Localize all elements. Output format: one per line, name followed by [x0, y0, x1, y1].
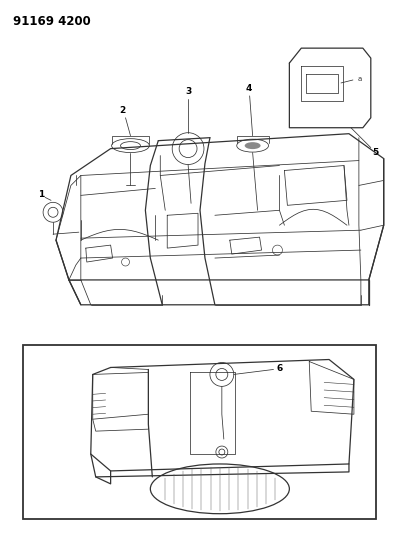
Text: 3: 3: [185, 87, 191, 96]
Text: 4: 4: [245, 84, 252, 93]
Text: 91169 4200: 91169 4200: [13, 15, 91, 28]
Text: 6: 6: [277, 364, 282, 373]
Ellipse shape: [245, 142, 261, 149]
Text: 2: 2: [119, 106, 126, 115]
Text: 1: 1: [38, 190, 44, 199]
Text: a: a: [358, 76, 362, 82]
Text: 5: 5: [373, 148, 379, 157]
Bar: [23, 345, 376, 519]
